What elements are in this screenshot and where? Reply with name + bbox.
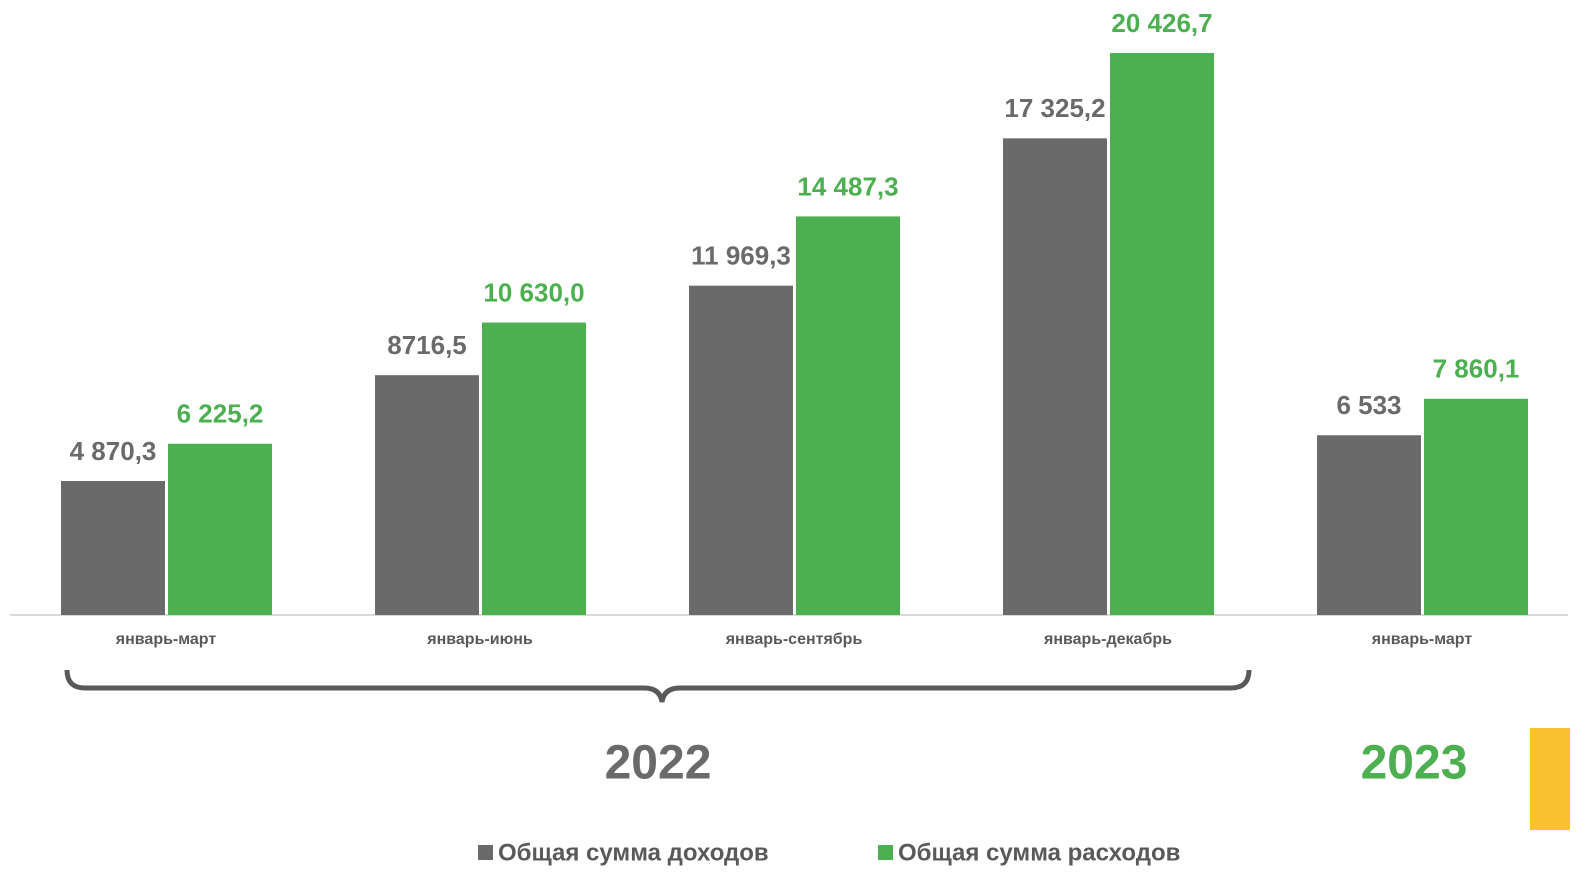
x-tick-label: январь-декабрь (1043, 631, 1172, 648)
data-label: 17 325,2 (1004, 93, 1105, 123)
bar (61, 481, 165, 615)
bar (482, 322, 586, 615)
year-label: 2022 (605, 737, 712, 790)
legend-label: Общая сумма доходов (498, 839, 769, 866)
data-label: 20 426,7 (1111, 8, 1212, 38)
bar (1424, 398, 1528, 615)
data-label: 6 533 (1336, 390, 1401, 420)
data-label: 10 630,0 (483, 277, 584, 307)
year-brace (64, 669, 1252, 703)
bar (1003, 138, 1107, 615)
bar (796, 216, 900, 615)
bar (375, 375, 479, 615)
bar (689, 285, 793, 615)
legend-swatch (478, 845, 493, 860)
data-label: 4 870,3 (70, 436, 157, 466)
data-label: 8716,5 (387, 330, 467, 360)
data-label: 7 860,1 (1433, 354, 1520, 384)
decoration (1530, 728, 1570, 830)
data-label: 6 225,2 (177, 399, 264, 429)
bar (1317, 435, 1421, 615)
data-label: 11 969,3 (691, 241, 791, 271)
x-tick-label: январь-март (115, 631, 217, 648)
bar (1110, 53, 1214, 615)
legend-swatch (878, 845, 893, 860)
data-label: 14 487,3 (797, 171, 898, 201)
x-tick-label: январь-март (1371, 631, 1473, 648)
bar (168, 443, 272, 615)
legend-label: Общая сумма расходов (898, 839, 1180, 866)
year-label: 2023 (1361, 737, 1468, 790)
x-tick-label: январь-сентябрь (725, 631, 863, 648)
x-tick-label: январь-июнь (426, 631, 533, 648)
